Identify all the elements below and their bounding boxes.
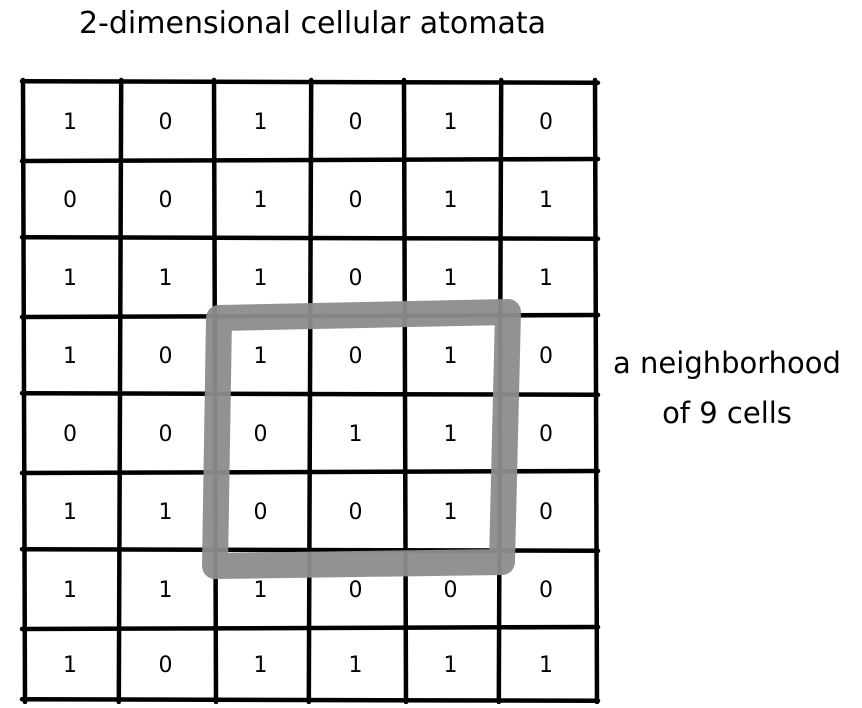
grid-cell-value: 0: [539, 578, 553, 603]
grid-cell-value: 0: [349, 266, 363, 291]
grid-cell-value: 1: [159, 578, 173, 603]
grid-cell-value: 1: [63, 578, 77, 603]
grid-vertical-line: [116, 77, 124, 705]
grid-cell-value: 1: [539, 266, 553, 291]
grid-cell-value: 1: [63, 500, 77, 525]
grid-cell-value: 0: [349, 500, 363, 525]
grid-cell-value: 0: [349, 578, 363, 603]
grid-cell-value: 0: [349, 188, 363, 213]
grid-cell-value: 0: [159, 653, 173, 678]
grid-cell-value: 0: [159, 188, 173, 213]
grid-cell-value: 1: [444, 188, 458, 213]
grid-cell-value: 0: [349, 110, 363, 135]
grid-cell-value: 1: [444, 266, 458, 291]
grid-cell-value: 1: [444, 344, 458, 369]
grid-cell-value: 1: [444, 500, 458, 525]
neighborhood-annotation: a neighborhood of 9 cells: [598, 338, 856, 438]
grid-cell-value: 0: [539, 344, 553, 369]
grid-cell-value: 0: [63, 188, 77, 213]
grid-cell-value: 1: [349, 653, 363, 678]
grid-cell-value: 0: [159, 422, 173, 447]
grid-cell-value: 1: [254, 344, 268, 369]
grid-cell-value: 1: [444, 653, 458, 678]
grid-horizontal-line: [19, 624, 601, 632]
grid-cell-value: 0: [349, 344, 363, 369]
grid-cell-value: 0: [159, 344, 173, 369]
grid-cell-value: 1: [444, 422, 458, 447]
annotation-line-1: a neighborhood: [613, 346, 841, 380]
grid-cell-value: 1: [254, 578, 268, 603]
grid-cell-value: 0: [539, 422, 553, 447]
grid-vertical-line: [592, 77, 600, 705]
grid-cell-value: 0: [539, 500, 553, 525]
grid-horizontal-line: [19, 78, 601, 86]
grid-cell-value: 1: [63, 344, 77, 369]
grid-vertical-line: [401, 77, 409, 705]
grid-cell-value: 0: [254, 422, 268, 447]
grid-cell-value: 1: [254, 266, 268, 291]
grid-cell-value: 1: [539, 188, 553, 213]
grid-vertical-line: [306, 77, 314, 705]
grid-cell-value: 1: [63, 266, 77, 291]
grid-cell-value: 0: [254, 500, 268, 525]
grid-cell-value: 1: [254, 653, 268, 678]
grid-cell-value: 1: [159, 266, 173, 291]
grid-horizontal-line: [19, 234, 601, 242]
grid-cell-value: 0: [539, 110, 553, 135]
grid-cell-value: 1: [539, 653, 553, 678]
grid-cell-value: 1: [63, 653, 77, 678]
grid-cell-value: 0: [444, 578, 458, 603]
annotation-line-2: of 9 cells: [662, 396, 792, 430]
grid-cell-value: 1: [349, 422, 363, 447]
neighborhood-highlight: [202, 299, 521, 579]
diagram-title: 2-dimensional cellular atomata: [78, 6, 547, 41]
grid-cell-value: 1: [254, 110, 268, 135]
grid-cell-value: 1: [254, 188, 268, 213]
grid-horizontal-line: [19, 696, 601, 704]
grid-cell-value: 1: [444, 110, 458, 135]
grid-cell-value: 0: [159, 110, 173, 135]
grid-horizontal-line: [19, 156, 601, 164]
grid-cell-value: 1: [159, 500, 173, 525]
grid-cell-value: 1: [63, 110, 77, 135]
grid-cell-value: 0: [63, 422, 77, 447]
